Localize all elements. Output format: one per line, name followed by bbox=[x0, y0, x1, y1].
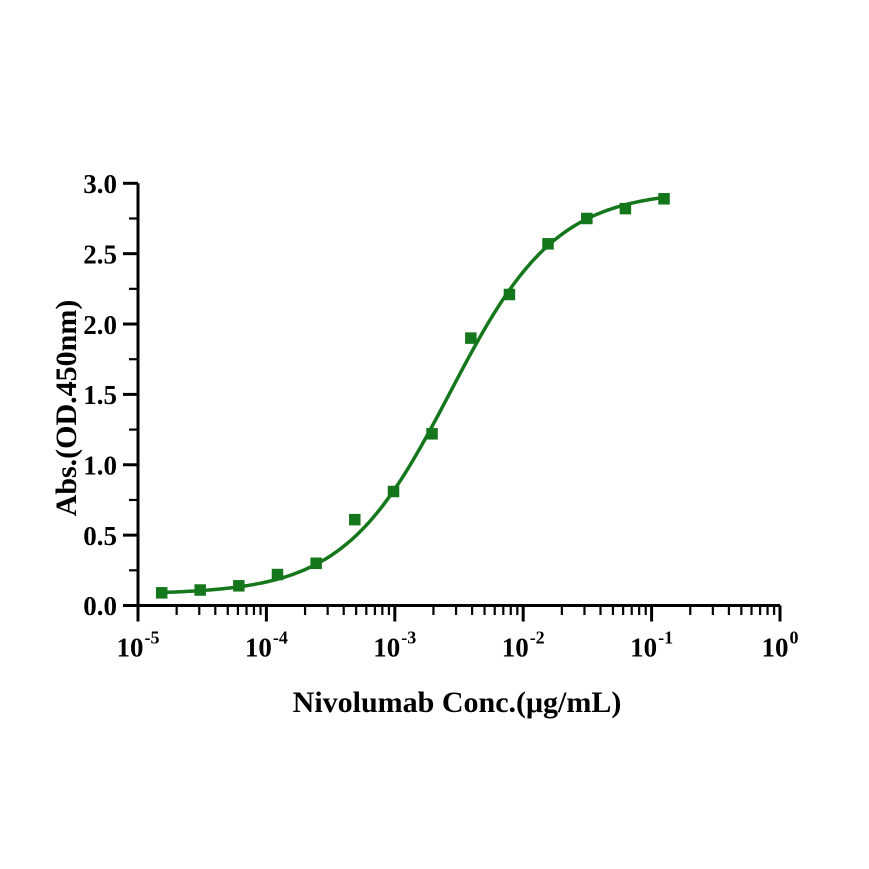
data-point-marker bbox=[310, 557, 322, 570]
y-tick-label: 0.5 bbox=[83, 521, 117, 551]
data-point-marker bbox=[349, 513, 361, 526]
y-tick-label: 2.5 bbox=[83, 239, 117, 269]
x-tick-label: 10-5 bbox=[117, 628, 160, 663]
data-point-marker bbox=[271, 568, 284, 581]
fit-curve bbox=[159, 195, 666, 595]
x-tick-label: 100 bbox=[762, 628, 799, 663]
axes-layer: 0.0 0.5 1.0 1.5 2.0 2.5 3.0 10-5 10-4 10-3 10-2 10-… bbox=[83, 169, 798, 662]
y-tick-label: 0.0 bbox=[83, 591, 117, 621]
y-tick-label: 3.0 bbox=[83, 169, 117, 199]
x-tick-label: 10-2 bbox=[502, 628, 545, 663]
data-point-marker bbox=[658, 193, 670, 205]
x-tick-label: 10-1 bbox=[630, 628, 673, 663]
data-point-marker bbox=[465, 332, 477, 344]
y-axis-title: Abs.(OD.450nm) bbox=[50, 300, 83, 517]
data-point-marker bbox=[503, 288, 516, 301]
data-point-marker bbox=[387, 485, 400, 498]
data-point-marker bbox=[581, 212, 593, 225]
data-point-marker bbox=[233, 580, 245, 592]
data-point-marker bbox=[194, 584, 206, 596]
data-point-marker bbox=[155, 587, 168, 599]
y-tick-label: 2.0 bbox=[83, 310, 117, 340]
data-point-marker bbox=[542, 238, 554, 250]
x-tick-label: 10-3 bbox=[373, 628, 416, 663]
x-axis-title: Nivolumab Conc.(μg/mL) bbox=[293, 686, 622, 719]
y-tick-label: 1.5 bbox=[83, 380, 117, 410]
data-point-marker bbox=[426, 428, 438, 440]
y-tick-label: 1.0 bbox=[83, 450, 117, 480]
x-tick-label: 10-4 bbox=[245, 628, 288, 663]
axis-spine bbox=[136, 183, 780, 607]
data-layer bbox=[155, 193, 670, 599]
data-point-marker bbox=[619, 202, 632, 215]
